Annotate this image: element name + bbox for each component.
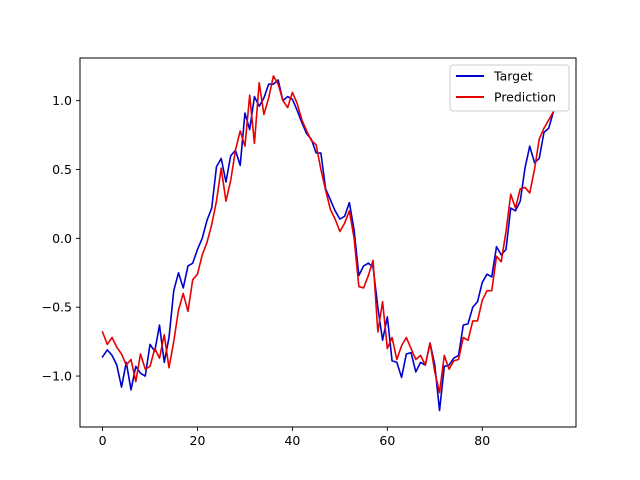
y-axis: −1.0 −0.5 0.0 0.5 1.0 bbox=[42, 93, 80, 384]
legend-label-target: Target bbox=[493, 69, 533, 84]
series-line-target bbox=[101, 79, 555, 412]
legend: Target Prediction bbox=[449, 64, 570, 112]
x-tick-label: 20 bbox=[190, 433, 206, 448]
x-tick-label: 40 bbox=[284, 433, 300, 448]
plot-lines bbox=[101, 75, 555, 412]
y-tick-label: 0.0 bbox=[52, 231, 72, 246]
x-axis: 0 20 40 60 80 bbox=[99, 427, 490, 448]
x-tick-label: 60 bbox=[379, 433, 395, 448]
y-tick-label: −1.0 bbox=[42, 369, 72, 384]
y-tick-label: 1.0 bbox=[52, 93, 72, 108]
x-tick-label: 80 bbox=[474, 433, 490, 448]
plot-frame bbox=[79, 57, 577, 428]
series-line-prediction bbox=[101, 75, 555, 394]
y-tick-label: 0.5 bbox=[52, 162, 72, 177]
legend-label-prediction: Prediction bbox=[494, 90, 556, 105]
x-tick-label: 0 bbox=[99, 433, 107, 448]
y-tick-label: −0.5 bbox=[42, 300, 72, 315]
